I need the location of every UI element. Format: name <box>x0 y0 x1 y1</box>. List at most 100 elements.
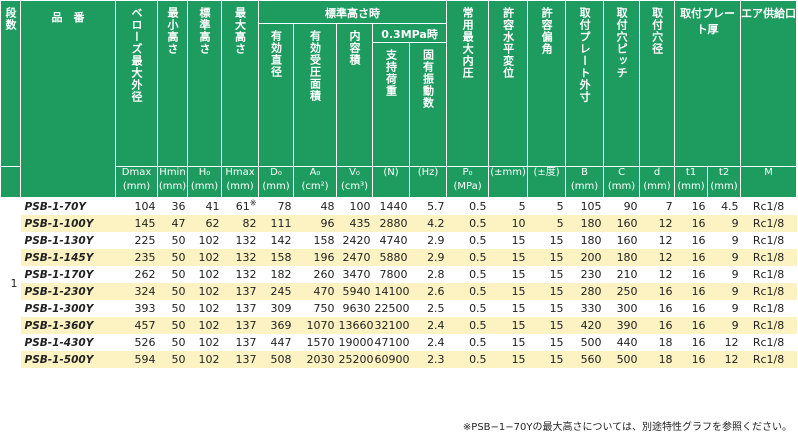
cell-t2: 9 <box>707 283 741 300</box>
cell-load: 60900 <box>372 351 410 368</box>
cell-hmin: 50 <box>171 268 186 281</box>
cell-c: 90 <box>623 200 638 213</box>
cell-d0: 182 <box>270 268 292 281</box>
cell-t1: 16 <box>691 200 706 213</box>
cell-v0: 9630 <box>342 302 371 315</box>
cell-ang: 15 <box>549 268 564 281</box>
cell-c: 500 <box>603 351 640 368</box>
cell-ang: 15 <box>549 302 564 315</box>
cell-c: 440 <box>616 336 638 349</box>
cell-hd: 15 <box>511 268 526 281</box>
unit-h0: H₀ (mm) <box>187 166 222 198</box>
cell-h0: 102 <box>198 268 220 281</box>
cell-hd: 15 <box>511 234 526 247</box>
cell-hmax: 61※ <box>235 198 257 213</box>
cell-v0: 3470 <box>342 268 371 281</box>
cell-d0: 447 <box>270 336 292 349</box>
unit-t2: t2 (mm) <box>707 166 742 198</box>
table-row: PSB-1-230Y 324 50 102 137 245 470 5940 14100 2.6 0… <box>1 283 797 300</box>
cell-hmin: 50 <box>171 234 186 247</box>
table-row: PSB-1-430Y 526 50 102 137 447 1570 19000 47100 2.… <box>1 334 797 351</box>
cell-a0: 260 <box>313 268 335 281</box>
cell-t2: 4.5 <box>721 200 739 213</box>
header-load: 支持荷重 <box>372 42 410 167</box>
cell-hmax: 132 <box>235 234 257 247</box>
cell-p: 0.5 <box>469 302 487 315</box>
cell-d: 7 <box>665 200 673 213</box>
cell-t1: 16 <box>674 215 708 232</box>
cell-hmin: 50 <box>171 336 186 349</box>
cell-freq: 2.8 <box>427 268 445 281</box>
header-hmax: 最大高さ <box>221 0 259 167</box>
cell-d: 16 <box>639 317 675 334</box>
cell-h0: 102 <box>187 317 222 334</box>
cell-v0: 100 <box>349 200 371 213</box>
table-row: PSB-1-500Y 594 50 102 137 508 2030 25200 60900 2.… <box>1 351 797 368</box>
header-v0: 内容積 <box>336 23 373 167</box>
cell-model: PSB-1-70Y <box>24 200 87 213</box>
cell-freq: 2.9 <box>409 249 447 266</box>
cell-h0: 41 <box>205 200 220 213</box>
cell-t1: 16 <box>691 234 706 247</box>
cell-v0: 19000 <box>338 336 373 349</box>
cell-p: 0.5 <box>446 351 489 368</box>
cell-hmin: 50 <box>157 249 188 266</box>
cell-freq: 4.2 <box>409 215 447 232</box>
cell-b: 180 <box>580 234 602 247</box>
cell-v0: 25200 <box>336 351 373 368</box>
cell-t2: 9 <box>707 317 741 334</box>
cell-hmax: 132 <box>221 249 259 266</box>
cell-m: Rc1/8 <box>752 234 785 247</box>
table-row: PSB-1-170Y 262 50 102 132 182 260 3470 7800 2.8 0.… <box>1 266 797 283</box>
cell-load: 1440 <box>379 200 408 213</box>
cell-h0: 102 <box>198 302 220 315</box>
cell-p: 0.5 <box>446 317 489 334</box>
unit-load: (N) <box>372 166 410 198</box>
cell-hmin: 36 <box>171 200 186 213</box>
cell-ang: 15 <box>527 351 566 368</box>
unit-pitch: C (mm) <box>603 166 641 198</box>
cell-t1: 16 <box>691 336 706 349</box>
cell-h0: 102 <box>187 283 222 300</box>
cell-t1: 16 <box>691 302 706 315</box>
cell-load: 32100 <box>372 317 410 334</box>
cell-a0: 2030 <box>293 351 337 368</box>
cell-model: PSB-1-500Y <box>20 351 116 368</box>
cell-t2: 9 <box>731 268 739 281</box>
cell-m: Rc1/8 <box>752 336 785 349</box>
cell-p: 0.5 <box>446 283 489 300</box>
cell-v0: 5940 <box>336 283 373 300</box>
cell-h0: 102 <box>198 234 220 247</box>
cell-v0: 2420 <box>342 234 371 247</box>
cell-model: PSB-1-100Y <box>20 215 116 232</box>
cell-p: 0.5 <box>469 268 487 281</box>
footnote: ※PSB−1−70Yの最大高さについては、別途特性グラフを参照ください。 <box>462 422 792 433</box>
header-d0: 有効直径 <box>258 23 294 167</box>
cell-p: 0.5 <box>469 234 487 247</box>
table-row: PSB-1-300Y 393 50 102 137 309 750 9630 22500 2.5 0… <box>1 300 797 317</box>
cell-load: 47100 <box>374 336 410 349</box>
cell-h0: 102 <box>198 336 220 349</box>
cell-dmax: 526 <box>134 336 156 349</box>
unit-hmax: Hmax (mm) <box>221 166 259 198</box>
cell-c: 160 <box>603 215 640 232</box>
cell-b: 280 <box>565 283 604 300</box>
cell-t1: 16 <box>674 249 708 266</box>
cell-hmin: 50 <box>157 317 188 334</box>
table-row: 1 PSB-1-70Y 104 36 41 61※ 78 48 100 1440 5.7 0.5 5 5 1… <box>0 197 797 368</box>
header-thickness: 取付プレート厚 <box>674 0 742 167</box>
header-pressure: 常用最大内圧 <box>446 0 490 167</box>
cell-ang: 5 <box>527 215 566 232</box>
unit-angle: (±度) <box>527 166 567 198</box>
cell-t1: 16 <box>674 283 708 300</box>
cell-hd: 15 <box>488 351 528 368</box>
header-hmin: 最小高さ <box>157 0 188 167</box>
cell-d: 16 <box>658 302 673 315</box>
cell-b: 560 <box>565 351 604 368</box>
cell-ang: 15 <box>527 317 566 334</box>
cell-load: 4740 <box>379 234 408 247</box>
header-hole: 取付穴径 <box>639 0 676 167</box>
cell-d0: 245 <box>258 283 294 300</box>
table-row: PSB-1-145Y 235 50 102 132 158 196 2470 5880 2.9 0.… <box>1 249 797 266</box>
table-row: PSB-1-100Y 145 47 62 82 111 96 435 2880 4.2 0.5 10 5… <box>1 215 797 232</box>
